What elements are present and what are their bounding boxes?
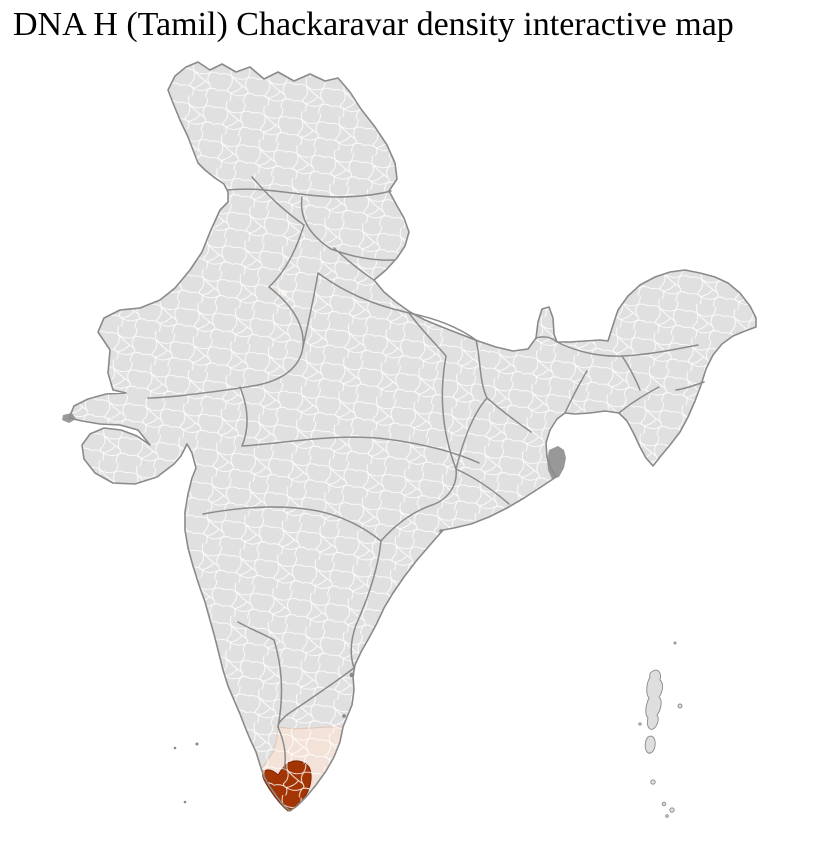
andaman-island[interactable] [645,669,663,730]
pondicherry-marker [342,714,346,718]
island[interactable] [183,800,187,804]
island[interactable] [669,807,675,813]
island[interactable] [195,742,199,746]
island[interactable] [673,641,677,645]
lakshadweep-islands[interactable] [173,742,199,804]
page-title: DNA H (Tamil) Chackaravar density intera… [13,6,734,43]
island[interactable] [665,814,669,818]
andaman-nicobar-islands[interactable] [638,641,683,818]
pale-district-spot[interactable] [280,289,288,297]
island[interactable] [677,703,683,709]
island[interactable] [661,801,667,807]
south-andaman-island[interactable] [644,735,656,754]
india-coast-outline [68,61,757,812]
island[interactable] [173,746,177,750]
island[interactable] [638,722,642,726]
island[interactable] [650,779,656,785]
state-borders [147,176,705,770]
